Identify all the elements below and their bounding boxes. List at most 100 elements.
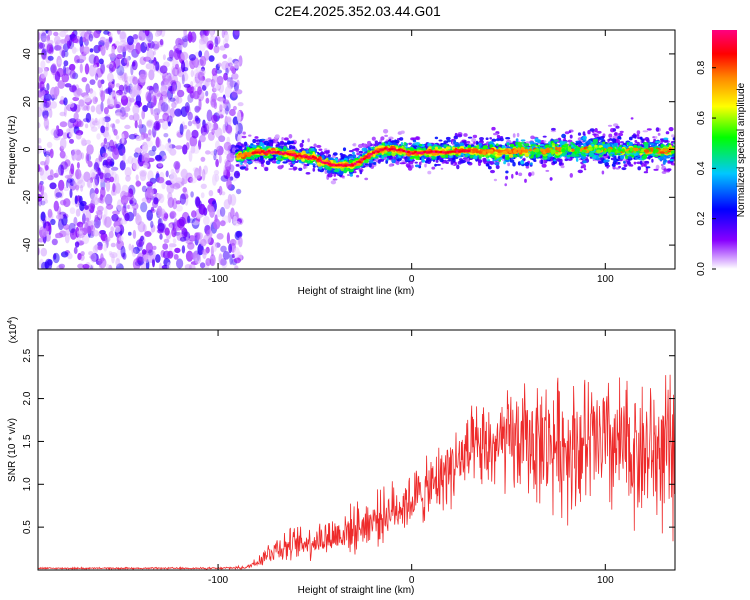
signal-blob bbox=[408, 142, 412, 145]
noise-blob bbox=[197, 243, 204, 256]
noise-blob bbox=[160, 84, 168, 96]
signal-blob bbox=[284, 137, 289, 141]
noise-blob bbox=[73, 90, 81, 97]
signal-blob bbox=[492, 143, 496, 147]
noise-blob bbox=[212, 75, 218, 86]
signal-blob bbox=[486, 159, 491, 162]
noise-blob bbox=[50, 86, 57, 99]
noise-blob bbox=[104, 149, 112, 161]
noise-blob bbox=[132, 61, 136, 67]
signal-blob bbox=[619, 130, 624, 134]
noise-blob bbox=[190, 69, 194, 78]
signal-blob bbox=[589, 128, 595, 132]
noise-blob bbox=[193, 170, 202, 179]
noise-blob bbox=[99, 172, 104, 180]
signal-blob bbox=[340, 154, 347, 158]
noise-blob bbox=[106, 134, 111, 141]
noise-blob bbox=[155, 61, 160, 71]
noise-blob bbox=[188, 150, 193, 162]
noise-blob bbox=[146, 209, 153, 221]
noise-blob bbox=[237, 102, 244, 107]
noise-blob bbox=[158, 193, 165, 204]
noise-blob bbox=[82, 219, 86, 225]
noise-blob bbox=[98, 230, 105, 238]
noise-blob bbox=[170, 211, 176, 216]
noise-blob bbox=[180, 170, 188, 178]
noise-blob bbox=[199, 262, 206, 269]
signal-blob bbox=[631, 134, 637, 139]
noise-blob bbox=[97, 79, 102, 89]
noise-blob bbox=[135, 94, 142, 106]
signal-blob bbox=[524, 152, 530, 157]
noise-blob bbox=[161, 120, 169, 130]
noise-blob bbox=[158, 144, 166, 152]
noise-blob bbox=[230, 257, 235, 266]
noise-blob bbox=[87, 179, 91, 188]
signal-blob bbox=[399, 137, 404, 141]
signal-blob bbox=[633, 161, 637, 165]
signal-blob bbox=[569, 134, 573, 139]
signal-blob bbox=[456, 134, 463, 138]
signal-blob bbox=[503, 160, 506, 165]
signal-blob bbox=[407, 166, 413, 171]
signal-blob bbox=[467, 136, 473, 139]
noise-blob bbox=[209, 35, 217, 41]
signal-blob bbox=[274, 134, 280, 139]
noise-blob bbox=[53, 129, 60, 139]
noise-blob bbox=[38, 31, 41, 42]
noise-blob bbox=[201, 248, 209, 255]
signal-blob bbox=[271, 160, 278, 164]
noise-blob bbox=[209, 206, 215, 218]
noise-blob bbox=[100, 45, 106, 56]
signal-blob bbox=[620, 141, 624, 144]
signal-blob bbox=[582, 160, 587, 164]
noise-blob bbox=[121, 133, 125, 144]
signal-blob bbox=[583, 168, 587, 171]
noise-blob bbox=[76, 162, 80, 169]
signal-blob bbox=[412, 139, 417, 143]
noise-blob bbox=[95, 104, 104, 115]
noise-blob bbox=[89, 168, 97, 177]
noise-blob bbox=[236, 79, 240, 87]
signal-blob bbox=[235, 164, 240, 167]
noise-blob bbox=[140, 202, 148, 213]
signal-blob bbox=[321, 154, 325, 160]
noise-blob bbox=[194, 115, 199, 122]
noise-blob bbox=[177, 68, 182, 74]
signal-blob bbox=[653, 168, 659, 171]
noise-blob bbox=[153, 120, 161, 131]
noise-blob bbox=[174, 108, 183, 117]
noise-blob bbox=[232, 105, 237, 111]
noise-blob bbox=[83, 46, 90, 55]
noise-blob bbox=[69, 207, 76, 215]
signal-blob bbox=[281, 137, 284, 141]
noise-blob bbox=[73, 154, 78, 159]
noise-blob bbox=[53, 45, 62, 51]
signal-blob bbox=[642, 130, 648, 133]
signal-blob bbox=[388, 138, 392, 143]
noise-blob bbox=[153, 197, 159, 205]
noise-blob bbox=[76, 195, 81, 202]
noise-blob bbox=[82, 213, 86, 224]
noise-blob bbox=[79, 36, 84, 47]
signal-blob bbox=[534, 137, 539, 143]
signal-blob bbox=[318, 148, 323, 151]
noise-blob bbox=[134, 120, 138, 129]
noise-blob bbox=[175, 96, 183, 104]
noise-blob bbox=[218, 253, 223, 265]
noise-blob bbox=[99, 36, 106, 43]
noise-blob bbox=[119, 40, 128, 46]
signal-blob bbox=[638, 145, 642, 148]
noise-blob bbox=[141, 249, 147, 255]
signal-blob bbox=[548, 141, 552, 145]
signal-blob bbox=[506, 143, 510, 146]
noise-blob bbox=[171, 101, 177, 109]
noise-blob bbox=[182, 187, 187, 193]
signal-blob bbox=[342, 147, 347, 152]
noise-blob bbox=[109, 32, 113, 38]
noise-blob bbox=[47, 208, 53, 218]
signal-blob bbox=[404, 146, 409, 149]
signal-blob bbox=[352, 142, 357, 147]
noise-blob bbox=[238, 121, 243, 131]
noise-blob bbox=[216, 209, 222, 218]
